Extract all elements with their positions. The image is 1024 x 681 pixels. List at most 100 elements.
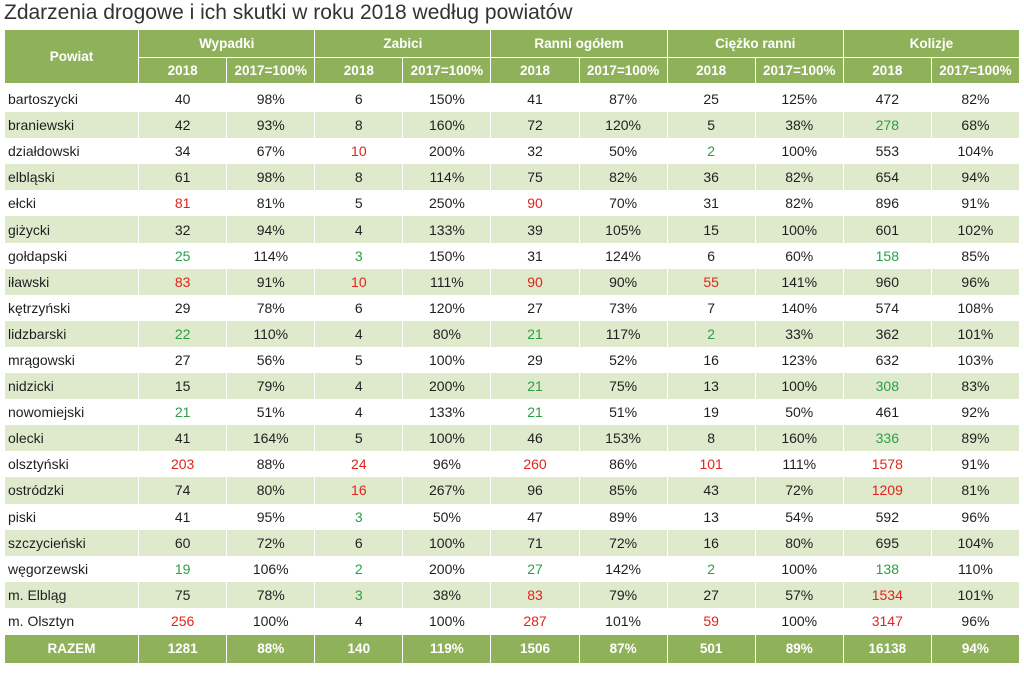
value-2018-cell: 10 <box>314 138 404 165</box>
index-2017-cell: 125% <box>754 83 844 113</box>
value-2018-cell: 90 <box>490 190 580 217</box>
index-2017-cell: 101% <box>930 320 1021 347</box>
index-2017-cell: 96% <box>930 607 1021 635</box>
table-row: piski 41 95% 3 50% 47 89% 13 54% 592 96% <box>3 503 1021 530</box>
value-2018-cell: 75 <box>490 164 580 191</box>
value-2018-cell: 3 <box>314 503 404 530</box>
value-2018-cell: 461 <box>842 399 932 426</box>
index-2017-cell: 82% <box>754 190 844 217</box>
table-row: mrągowski 27 56% 5 100% 29 52% 16 123% 632 103% <box>3 346 1021 374</box>
value-2018-cell: 27 <box>666 581 756 608</box>
index-2017-cell: 80% <box>226 477 316 504</box>
index-2017-cell: 38% <box>402 581 492 608</box>
value-2018-cell: 654 <box>842 164 932 191</box>
index-2017-cell: 124% <box>578 242 668 269</box>
header-sub-index: 2017=100% <box>578 57 668 84</box>
index-2017-cell: 200% <box>402 373 492 400</box>
index-2017-cell: 87% <box>578 83 668 113</box>
index-2017-cell: 96% <box>930 268 1021 295</box>
value-2018-cell: 4 <box>314 216 404 243</box>
header-sub-year: 2018 <box>314 57 404 84</box>
index-2017-cell: 133% <box>402 216 492 243</box>
index-2017-cell: 51% <box>226 399 316 426</box>
powiat-name-cell: kętrzyński <box>3 294 140 321</box>
index-2017-cell: 111% <box>754 451 844 478</box>
value-2018-cell: 74 <box>138 477 228 504</box>
index-2017-cell: 86% <box>578 451 668 478</box>
total-index-cell: 87% <box>578 633 668 664</box>
value-2018-cell: 41 <box>490 83 580 113</box>
value-2018-cell: 27 <box>490 294 580 321</box>
table-row: szczycieński 60 72% 6 100% 71 72% 16 80% 695 104% <box>3 529 1021 556</box>
value-2018-cell: 55 <box>666 268 756 295</box>
value-2018-cell: 31 <box>490 242 580 269</box>
index-2017-cell: 100% <box>226 607 316 635</box>
value-2018-cell: 4 <box>314 373 404 400</box>
table-row: węgorzewski 19 106% 2 200% 27 142% 2 100% 138 110% <box>3 555 1021 582</box>
value-2018-cell: 22 <box>138 320 228 347</box>
value-2018-cell: 81 <box>138 190 228 217</box>
value-2018-cell: 16 <box>314 477 404 504</box>
table-row: giżycki 32 94% 4 133% 39 105% 15 100% 601 102% <box>3 216 1021 243</box>
table-row: nidzicki 15 79% 4 200% 21 75% 13 100% 308 83% <box>3 373 1021 400</box>
value-2018-cell: 632 <box>842 346 932 374</box>
table-row: olsztyński 203 88% 24 96% 260 86% 101 111% 1578 91… <box>3 451 1021 478</box>
index-2017-cell: 106% <box>226 555 316 582</box>
total-value-cell: 1506 <box>490 633 580 664</box>
value-2018-cell: 362 <box>842 320 932 347</box>
value-2018-cell: 15 <box>138 373 228 400</box>
value-2018-cell: 31 <box>666 190 756 217</box>
index-2017-cell: 80% <box>402 320 492 347</box>
value-2018-cell: 2 <box>666 320 756 347</box>
powiat-name-cell: nidzicki <box>3 373 140 400</box>
value-2018-cell: 27 <box>490 555 580 582</box>
index-2017-cell: 91% <box>930 451 1021 478</box>
value-2018-cell: 25 <box>666 83 756 113</box>
powiat-name-cell: ostródzki <box>3 477 140 504</box>
powiat-name-cell: mrągowski <box>3 346 140 374</box>
value-2018-cell: 601 <box>842 216 932 243</box>
index-2017-cell: 83% <box>930 373 1021 400</box>
index-2017-cell: 98% <box>226 83 316 113</box>
total-value-cell: 501 <box>666 633 756 664</box>
total-index-cell: 88% <box>226 633 316 664</box>
powiat-name-cell: iławski <box>3 268 140 295</box>
header-sub-year: 2018 <box>842 57 932 84</box>
value-2018-cell: 29 <box>490 346 580 374</box>
index-2017-cell: 267% <box>402 477 492 504</box>
value-2018-cell: 59 <box>666 607 756 635</box>
header-sub-year: 2018 <box>666 57 756 84</box>
index-2017-cell: 79% <box>578 581 668 608</box>
value-2018-cell: 40 <box>138 83 228 113</box>
value-2018-cell: 8 <box>666 425 756 452</box>
value-2018-cell: 96 <box>490 477 580 504</box>
table-row: kętrzyński 29 78% 6 120% 27 73% 7 140% 574 108% <box>3 294 1021 321</box>
value-2018-cell: 41 <box>138 425 228 452</box>
table-row: braniewski 42 93% 8 160% 72 120% 5 38% 278 68% <box>3 112 1021 139</box>
index-2017-cell: 104% <box>930 138 1021 165</box>
value-2018-cell: 138 <box>842 555 932 582</box>
index-2017-cell: 80% <box>754 529 844 556</box>
value-2018-cell: 896 <box>842 190 932 217</box>
powiat-name-cell: węgorzewski <box>3 555 140 582</box>
value-2018-cell: 256 <box>138 607 228 635</box>
index-2017-cell: 153% <box>578 425 668 452</box>
value-2018-cell: 41 <box>138 503 228 530</box>
table-row: lidzbarski 22 110% 4 80% 21 117% 2 33% 362 101% <box>3 320 1021 347</box>
powiat-name-cell: bartoszycki <box>3 83 140 113</box>
index-2017-cell: 81% <box>930 477 1021 504</box>
total-index-cell: 94% <box>930 633 1021 664</box>
index-2017-cell: 52% <box>578 346 668 374</box>
total-index-cell: 89% <box>754 633 844 664</box>
value-2018-cell: 21 <box>138 399 228 426</box>
powiat-name-cell: olecki <box>3 425 140 452</box>
value-2018-cell: 3 <box>314 581 404 608</box>
value-2018-cell: 287 <box>490 607 580 635</box>
value-2018-cell: 960 <box>842 268 932 295</box>
header-sub-index: 2017=100% <box>754 57 844 84</box>
index-2017-cell: 67% <box>226 138 316 165</box>
index-2017-cell: 110% <box>930 555 1021 582</box>
index-2017-cell: 82% <box>930 83 1021 113</box>
value-2018-cell: 2 <box>666 555 756 582</box>
powiat-name-cell: braniewski <box>3 112 140 139</box>
